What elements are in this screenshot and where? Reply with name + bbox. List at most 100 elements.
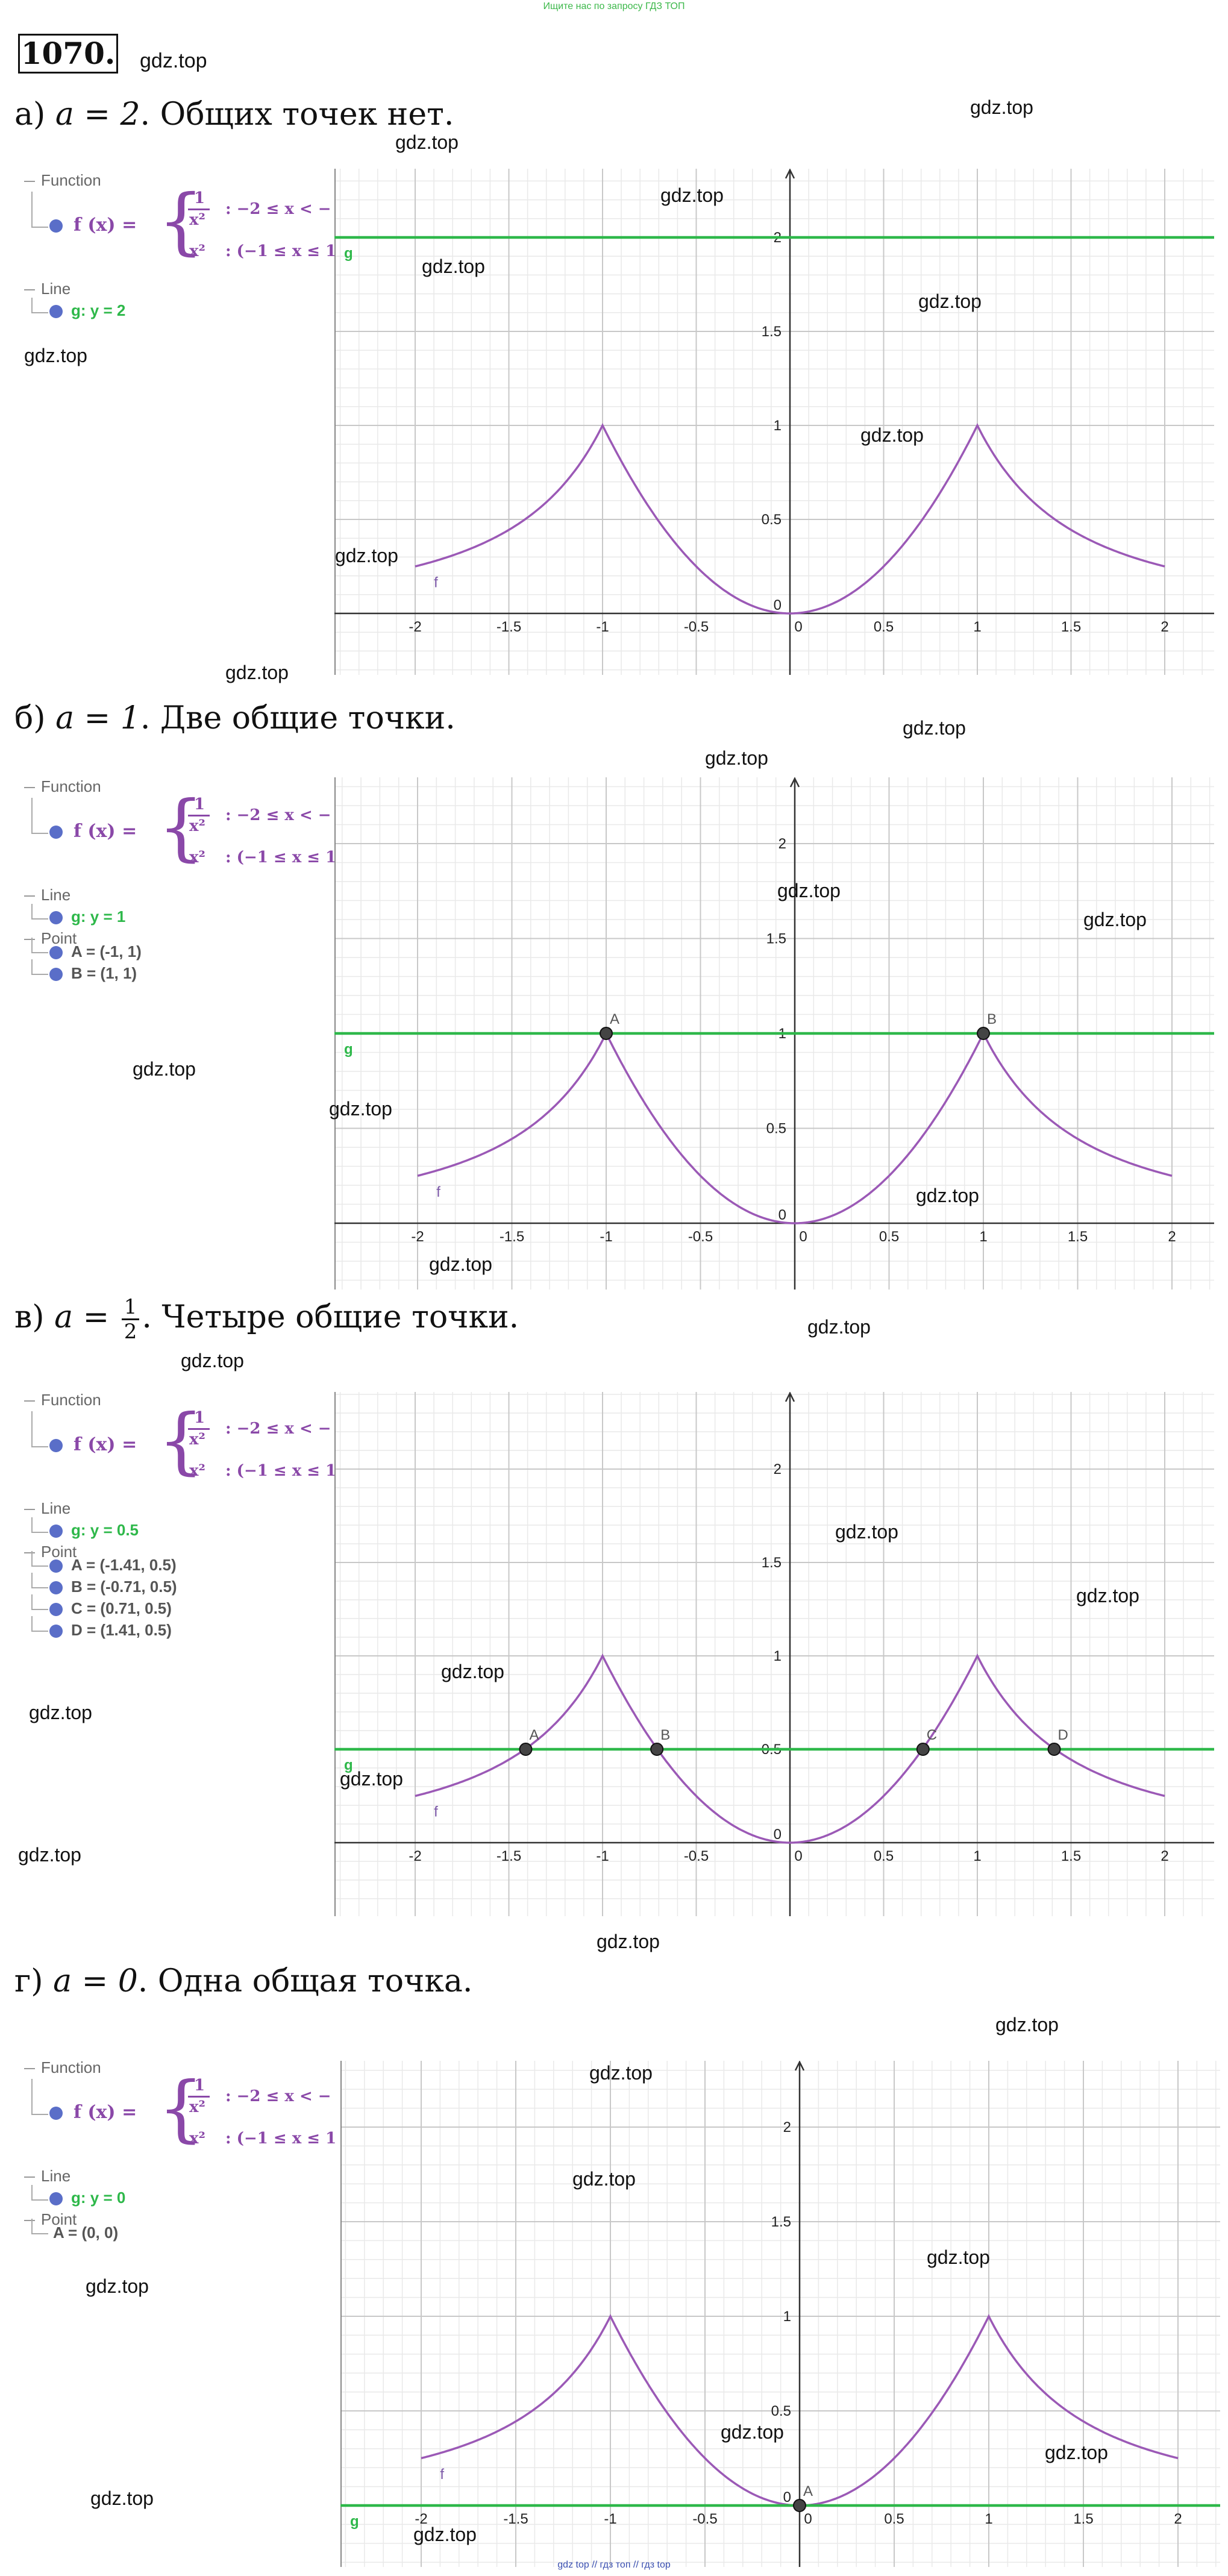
visibility-toggle[interactable] [49,1439,63,1452]
piece1-numerator: 1 [194,189,205,207]
point-definition[interactable]: B = (1, 1) [71,964,137,982]
heading-letter: в) [14,1299,45,1335]
function-definition[interactable]: f (x) = [74,821,137,842]
watermark: gdz.top [1076,1585,1139,1606]
visibility-toggle[interactable] [49,1625,63,1638]
visibility-toggle[interactable] [49,2192,63,2205]
category-line[interactable]: Line [24,280,70,298]
watermark: gdz.top [395,131,459,153]
y-tick-label: 1 [774,418,782,434]
collapse-icon[interactable] [24,181,35,183]
x-tick-label: -1 [604,2511,616,2527]
visibility-toggle[interactable] [49,826,63,839]
watermark: gdz.top [133,1058,196,1080]
collapse-icon[interactable] [24,1509,35,1511]
collapse-icon[interactable] [24,895,35,897]
tree-branch-icon [31,938,48,953]
line-definition[interactable]: g: y = 0.5 [71,1521,139,1539]
algebra-panel: Function f (x) = {1 x²: −2 ≤ x < − x²: (−1 ≤… [18,171,336,424]
collapse-icon[interactable] [24,939,35,941]
category-function[interactable]: Function [24,1391,101,1409]
x-tick-label: -1.5 [497,619,521,635]
fraction-bar [188,815,210,816]
category-label: Line [41,280,71,298]
y-tick-label: 0.5 [766,1121,786,1137]
watermark: gdz.top [660,184,724,206]
series-label-g: g [350,2513,359,2530]
function-definition[interactable]: f (x) = [74,1434,137,1455]
line-definition[interactable]: g: y = 2 [71,301,126,319]
watermark: gdz.top [225,662,289,683]
watermark: gdz.top [335,545,398,566]
category-line[interactable]: Line [24,2167,70,2186]
category-label: Function [41,171,101,189]
heading-letter: г) [14,1963,43,1999]
point-definition[interactable]: D = (1.41, 0.5) [71,1621,172,1639]
x-tick-label: 1.5 [1061,1848,1081,1864]
watermark: gdz.top [441,1661,504,1682]
visibility-toggle[interactable] [49,1525,63,1538]
piece2-condition: : (−1 ≤ x ≤ 1 [225,242,337,260]
collapse-icon[interactable] [24,787,35,789]
intersection-point [600,1027,613,1040]
function-definition[interactable]: f (x) = [74,2102,137,2123]
category-line[interactable]: Line [24,886,70,904]
point-definition[interactable]: A = (-1.41, 0.5) [71,1556,177,1574]
function-definition[interactable]: f (x) = [74,215,137,236]
collapse-icon[interactable] [24,1400,35,1402]
footer: gdz top // гдз топ // гдз top [557,2560,671,2570]
line-definition[interactable]: g: y = 1 [71,907,126,926]
visibility-toggle[interactable] [49,968,63,981]
line-definition[interactable]: g: y = 0 [71,2189,126,2207]
category-point[interactable]: Point [24,1543,77,1561]
y-tick-label: 1.5 [762,324,782,340]
intersection-point [1047,1743,1061,1756]
fraction-bar [188,208,210,210]
collapse-icon[interactable] [24,1552,35,1554]
x-tick-label: 0 [794,1848,802,1864]
collapse-icon[interactable] [24,2220,35,2222]
algebra-panel: Function f (x) = {1 x²: −2 ≤ x < − x²: (−1 ≤… [18,2058,336,2311]
collapse-icon[interactable] [24,289,35,291]
visibility-toggle[interactable] [49,2107,63,2120]
algebra-panel: Function f (x) = {1 x²: −2 ≤ x < − x²: (−1 ≤… [18,1391,336,1644]
watermark: gdz.top [860,424,924,446]
piece1-numerator: 1 [194,2076,205,2095]
category-function[interactable]: Function [24,777,101,796]
function-curve-f [417,1031,1173,1224]
category-label: Line [41,1499,71,1517]
visibility-toggle[interactable] [49,1559,63,1573]
watermark: gdz.top [422,255,485,277]
point-definition[interactable]: C = (0.71, 0.5) [71,1599,172,1617]
visibility-toggle[interactable] [49,305,63,318]
heading-d: г) a = 0. Одна общая точка. [14,1963,472,1999]
point-label: A [803,2483,813,2499]
point-definition[interactable]: B = (-0.71, 0.5) [71,1578,177,1596]
piece1-numerator: 1 [194,795,205,813]
category-point[interactable]: Point [24,2210,77,2229]
point-definition[interactable]: A = (0, 0) [53,2223,119,2242]
watermark: gdz.top [927,2246,990,2268]
point-definition[interactable]: A = (-1, 1) [71,942,142,961]
x-tick-label: -1.5 [503,2511,528,2527]
piece2-expression: x² [189,1462,205,1480]
category-point[interactable]: Point [24,929,77,948]
piece1-condition: : −2 ≤ x < − [225,806,331,824]
watermark: gdz.top [995,2014,1059,2035]
visibility-toggle[interactable] [49,946,63,959]
heading-a: а) a = 2. Общих точек нет. [14,96,454,133]
watermark: gdz.top [597,1931,660,1952]
visibility-toggle[interactable] [49,911,63,924]
intersection-point [916,1743,930,1756]
visibility-toggle[interactable] [49,1581,63,1594]
visibility-toggle[interactable] [49,1603,63,1616]
collapse-icon[interactable] [24,2068,35,2070]
category-function[interactable]: Function [24,171,101,190]
visibility-toggle[interactable] [49,219,63,233]
x-tick-label: 2 [1161,619,1168,635]
category-function[interactable]: Function [24,2058,101,2077]
category-line[interactable]: Line [24,1499,70,1518]
collapse-icon[interactable] [24,2176,35,2178]
x-tick-label: -1 [600,1229,612,1245]
category-label: Point [41,929,77,947]
